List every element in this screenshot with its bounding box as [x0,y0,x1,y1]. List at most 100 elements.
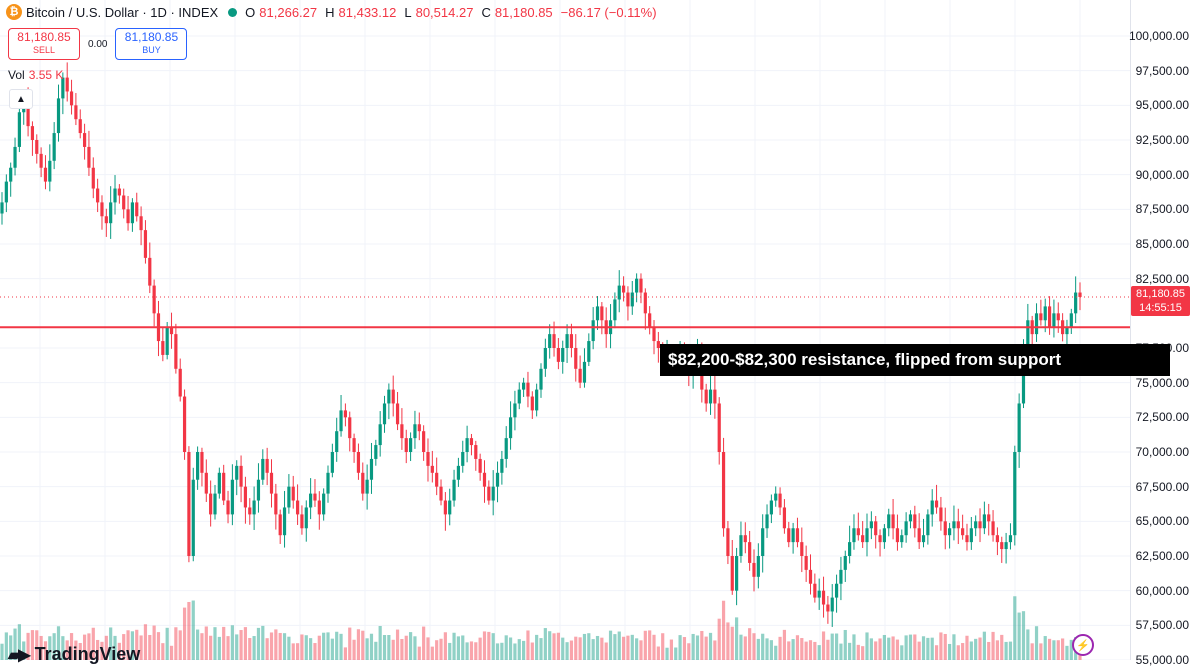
candle-body [708,389,713,404]
volume-bar [269,632,274,660]
open-key: O [245,4,256,20]
candle-body [721,452,726,529]
candle-body [87,146,91,168]
buy-button[interactable]: 81,180.85 BUY [115,28,188,60]
candle-body [1000,542,1004,550]
volume-bar [756,638,760,660]
last-price-tag: 81,180.85 14:55:15 [1131,285,1190,316]
lightning-icon[interactable]: ⚡ [1072,634,1094,656]
candle-body [761,528,765,556]
volume-bar [100,641,104,660]
chart-area[interactable] [0,0,1130,660]
volume-bar [178,630,182,660]
candle-body [821,590,826,605]
price-tick-label: 65,000.00 [1135,514,1189,529]
candle-body [456,465,461,480]
candle-body [465,438,469,452]
volume-bar [1043,636,1047,660]
candle-body [404,438,408,452]
symbol-title[interactable]: Bitcoin / U.S. Dollar · 1D · INDEX [26,4,219,20]
chevron-up-icon[interactable]: ▲ [9,89,33,109]
candle-body [817,590,821,598]
candle-body [69,91,74,106]
candle-body [617,285,621,300]
volume-bar [287,636,291,660]
spread-value: 0.00 [88,38,108,50]
candle-body [752,562,756,577]
volume-bar [174,627,178,660]
candle-body [169,327,174,335]
candle-body [1026,320,1030,355]
candle-body [313,493,317,501]
volume-legend[interactable]: Vol 3.55 K [8,68,63,82]
market-status-icon[interactable] [228,7,238,17]
candle-body [261,458,265,480]
candle-body [300,514,304,529]
volume-bar [187,601,191,660]
candle-body [200,452,204,473]
volume-bar [808,640,813,660]
volume-bar [169,645,174,660]
candle-body [717,403,721,452]
candle-body [843,556,847,570]
candle-body [217,472,221,494]
candle-body [239,465,243,487]
volume-bar [13,628,17,660]
candle-body [934,500,939,508]
candle-body [917,528,921,543]
price-axis[interactable]: 100,000.00 97,500.00 95,000.00 92,500.00 90,… [1128,0,1200,667]
candle-body [196,452,200,480]
volume-bar [369,633,374,660]
candle-body [439,486,443,501]
volume-bar [139,635,143,660]
candle-body [556,348,560,362]
buy-label: BUY [142,45,161,55]
candle-body [982,514,986,529]
volume-bar [708,632,713,660]
candle-body [626,292,630,307]
volume-bar [991,631,995,660]
volume-bar [508,637,513,660]
volume-bar [356,629,361,660]
price-chart[interactable] [0,0,1130,660]
candle-body [282,507,287,536]
candle-body [1017,403,1021,452]
candle-body [552,334,556,348]
volume-bar [587,633,591,660]
candle-body [974,521,978,529]
volume-bar [826,639,830,660]
candle-body [517,389,521,404]
volume-bar [113,635,117,660]
candle-body [91,167,95,189]
volume-bar [661,633,665,660]
candle-body [96,188,100,203]
close-value: 81,180.85 [494,4,553,20]
candle-body [391,389,395,404]
volume-bar [413,636,417,660]
volume-bar [700,630,704,660]
volume-bar [395,629,400,660]
volume-bar [295,643,300,660]
candle-body [778,493,782,508]
candle-body [291,486,295,501]
price-tick-label: 100,000.00 [1128,29,1189,43]
candle-body [4,181,8,203]
volume-bar [600,637,604,660]
sell-button[interactable]: 81,180.85 SELL [8,28,80,60]
candle-body [417,424,421,432]
candle-body [43,167,48,182]
candle-body [569,334,574,348]
price-tick-label: 60,000.00 [1135,583,1189,598]
tradingview-logo[interactable]: ▰▶ TradingView [8,644,140,665]
candle-body [52,133,56,161]
candle-body [543,348,547,369]
candle-body [265,458,269,473]
annotation-label[interactable]: $82,200-$82,300 resistance, flipped from… [660,344,1170,376]
price-tick-label: 67,500.00 [1135,479,1189,494]
change-value: −86.17 (−0.11%) [560,4,657,20]
price-tick-label: 72,500.00 [1135,410,1189,425]
candle-body [209,493,213,515]
candle-body [274,493,278,515]
volume-bar [226,636,230,660]
volume-bar [52,633,56,660]
